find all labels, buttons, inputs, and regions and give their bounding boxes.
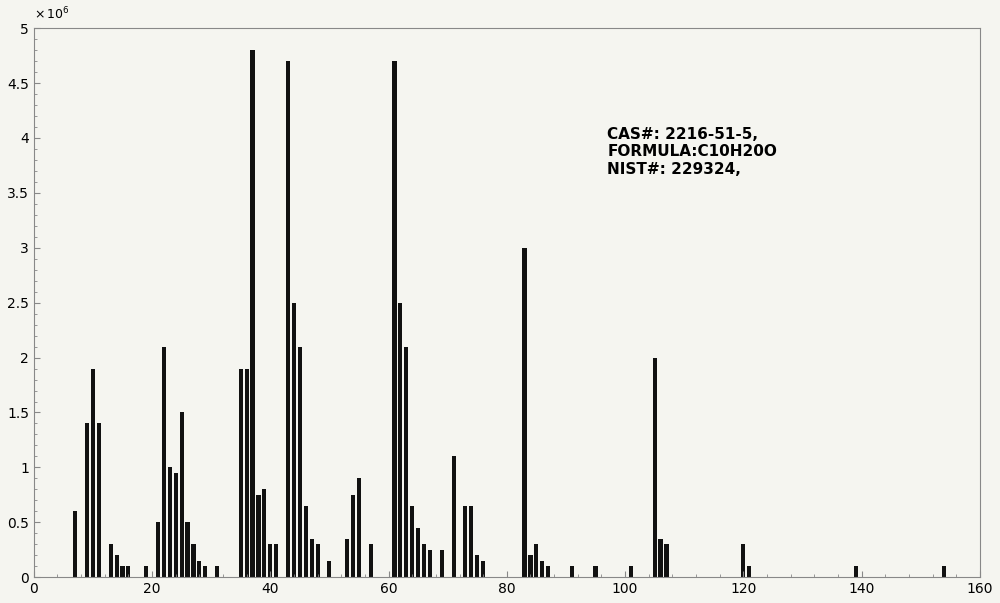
Bar (546, 566, 550, 577)
Bar (180, 412, 184, 577)
Bar (304, 506, 308, 577)
Bar (664, 545, 669, 577)
Bar (854, 566, 858, 577)
Text: CAS#: 2216-51-5,
FORMULA:C10H20O
NIST#: 229324,: CAS#: 2216-51-5, FORMULA:C10H20O NIST#: … (607, 127, 777, 177)
Bar (250, 50, 255, 577)
Bar (475, 555, 479, 577)
Bar (481, 561, 485, 577)
Bar (197, 561, 201, 577)
Bar (528, 555, 533, 577)
Bar (658, 538, 663, 577)
Bar (653, 358, 657, 577)
Bar (262, 490, 266, 577)
Bar (115, 555, 119, 577)
Bar (316, 545, 320, 577)
Bar (593, 566, 598, 577)
Bar (428, 550, 432, 577)
Bar (570, 566, 574, 577)
Bar (942, 566, 946, 577)
Bar (540, 561, 544, 577)
Text: $\times\,10^6$: $\times\,10^6$ (34, 6, 69, 23)
Bar (298, 347, 302, 577)
Bar (629, 566, 633, 577)
Bar (440, 550, 444, 577)
Bar (120, 566, 125, 577)
Bar (357, 478, 361, 577)
Bar (416, 528, 420, 577)
Bar (215, 566, 219, 577)
Bar (185, 522, 190, 577)
Bar (410, 506, 414, 577)
Bar (345, 538, 349, 577)
Bar (109, 545, 113, 577)
Bar (168, 467, 172, 577)
Bar (126, 566, 130, 577)
Bar (452, 456, 456, 577)
Bar (91, 368, 95, 577)
Bar (392, 61, 397, 577)
Bar (274, 545, 278, 577)
Bar (203, 566, 207, 577)
Bar (469, 506, 473, 577)
Bar (85, 423, 89, 577)
Bar (191, 545, 196, 577)
Bar (741, 545, 745, 577)
Bar (398, 303, 402, 577)
Bar (351, 495, 355, 577)
Bar (369, 545, 373, 577)
Bar (292, 303, 296, 577)
Bar (156, 522, 160, 577)
Bar (174, 473, 178, 577)
Bar (534, 545, 538, 577)
Bar (239, 368, 243, 577)
Bar (162, 347, 166, 577)
Bar (286, 61, 290, 577)
Bar (404, 347, 408, 577)
Bar (522, 248, 527, 577)
Bar (256, 495, 261, 577)
Bar (310, 538, 314, 577)
Bar (144, 566, 148, 577)
Bar (422, 545, 426, 577)
Bar (747, 566, 751, 577)
Bar (97, 423, 101, 577)
Bar (73, 511, 77, 577)
Bar (463, 506, 467, 577)
Bar (327, 561, 331, 577)
Bar (245, 368, 249, 577)
Bar (268, 545, 272, 577)
